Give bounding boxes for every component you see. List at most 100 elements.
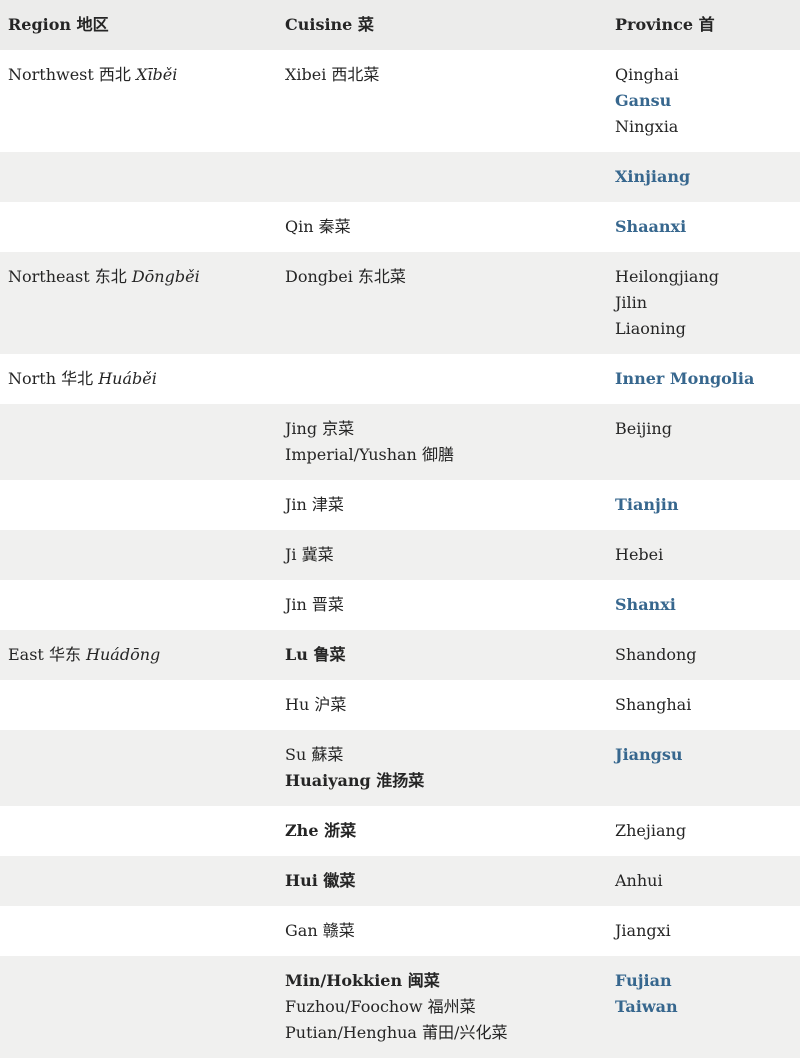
table-row: Gan 赣菜 Jiangxi [0,906,800,956]
region-cell [0,906,277,956]
province-cell: Shanghai [607,680,800,730]
province-link[interactable]: Shanxi [615,595,676,614]
province-cell: Qinghai Gansu Ningxia [607,50,800,152]
province-cell: Zhejiang [607,806,800,856]
province-cell: Jiangsu [607,730,800,806]
province-label: Shandong [615,645,697,664]
column-header-province: Province 首 [615,15,715,34]
cuisine-entry: Lu 鲁菜 [285,645,346,664]
province-cell: Shaanxi [607,202,800,252]
cuisine-cell: Gan 赣菜 [277,906,607,956]
province-line: Xinjiang [615,164,792,190]
province-line: Tianjin [615,492,792,518]
region-label: East 华东 [8,645,87,664]
region-cell [0,580,277,630]
region-cell [0,730,277,806]
province-line: Gansu [615,88,792,114]
table-row: Xinjiang [0,152,800,202]
cuisine-cell: Ji 冀菜 [277,530,607,580]
table-header-row: Region 地区 Cuisine 菜 Province 首 [0,0,800,50]
province-label: Liaoning [615,319,686,338]
region-cell [0,480,277,530]
table-row: Min/Hokkien 闽菜 Fuzhou/Foochow 福州菜 Putian/H… [0,956,800,1058]
province-cell: Hebei [607,530,800,580]
region-cell [0,202,277,252]
province-line: Fujian [615,968,792,994]
province-link[interactable]: Gansu [615,91,672,110]
province-label: Qinghai [615,65,679,84]
province-label: Anhui [615,871,663,890]
region-cell: Northwest 西北 Xīběi [0,50,277,152]
cuisine-entry: Putian/Henghua 莆田/兴化菜 [285,1023,508,1042]
table-row: Hu 沪菜 Shanghai [0,680,800,730]
table-row: Northwest 西北 Xīběi Xibei 西北菜 Qinghai Gansu N… [0,50,800,152]
province-link[interactable]: Xinjiang [615,167,691,186]
cuisine-entry: Qin 秦菜 [285,217,351,236]
province-link[interactable]: Jiangsu [615,745,683,764]
province-label: Heilongjiang [615,267,719,286]
province-line: Taiwan [615,994,792,1020]
region-cell [0,404,277,480]
table-row: Jing 京菜 Imperial/Yushan 御膳 Beijing [0,404,800,480]
region-cell: North 华北 Huáběi [0,354,277,404]
province-link[interactable]: Tianjin [615,495,679,514]
province-cell: Anhui [607,856,800,906]
table-row: North 华北 Huáběi Inner Mongolia [0,354,800,404]
table-row: Ji 冀菜 Hebei [0,530,800,580]
cuisine-entry: Gan 赣菜 [285,921,355,940]
cuisine-cell: Hu 沪菜 [277,680,607,730]
cuisine-cell: Jin 津菜 [277,480,607,530]
cuisine-cell: Min/Hokkien 闽菜 Fuzhou/Foochow 福州菜 Putian/H… [277,956,607,1058]
region-cell [0,152,277,202]
region-cell [0,680,277,730]
province-cell: Inner Mongolia [607,354,800,404]
province-label: Ningxia [615,117,679,136]
province-cell: Heilongjiang Jilin Liaoning [607,252,800,354]
province-cell: Shandong [607,630,800,680]
cuisine-cell: Zhe 浙菜 [277,806,607,856]
province-line: Inner Mongolia [615,366,792,392]
cuisine-entry: Jing 京菜 [285,419,355,438]
table-row: Northeast 东北 Dōngběi Dongbei 东北菜 Heilongji… [0,252,800,354]
cuisine-entry: Huaiyang 淮扬菜 [285,771,425,790]
province-link[interactable]: Taiwan [615,997,678,1016]
cuisine-cell: Lu 鲁菜 [277,630,607,680]
table-body: Northwest 西北 Xīběi Xibei 西北菜 Qinghai Gansu N… [0,50,800,1058]
province-cell: Tianjin [607,480,800,530]
region-cell [0,856,277,906]
cuisine-entry: Jin 津菜 [285,495,344,514]
province-label: Jilin [615,293,648,312]
region-cell: Northeast 东北 Dōngběi [0,252,277,354]
region-cell [0,956,277,1058]
province-link[interactable]: Shaanxi [615,217,687,236]
province-cell: Shanxi [607,580,800,630]
province-line: Shanxi [615,592,792,618]
province-label: Jiangxi [615,921,671,940]
province-label: Hebei [615,545,664,564]
cuisine-cell: Jing 京菜 Imperial/Yushan 御膳 [277,404,607,480]
province-cell: Fujian Taiwan [607,956,800,1058]
cuisine-cell: Su 蘇菜 Huaiyang 淮扬菜 [277,730,607,806]
cuisine-cell: Dongbei 东北菜 [277,252,607,354]
region-cell [0,530,277,580]
table-row: Hui 徽菜 Anhui [0,856,800,906]
column-header-cuisine: Cuisine 菜 [285,15,374,34]
cuisine-cell: Xibei 西北菜 [277,50,607,152]
province-line: Shaanxi [615,214,792,240]
province-label: Beijing [615,419,672,438]
cuisine-entry: Imperial/Yushan 御膳 [285,445,454,464]
province-link[interactable]: Inner Mongolia [615,369,755,388]
province-cell: Beijing [607,404,800,480]
cuisine-entry: Fuzhou/Foochow 福州菜 [285,997,476,1016]
cuisine-entry: Jin 晋菜 [285,595,344,614]
table-row: Su 蘇菜 Huaiyang 淮扬菜 Jiangsu [0,730,800,806]
province-link[interactable]: Fujian [615,971,672,990]
cuisine-entry: Zhe 浙菜 [285,821,357,840]
cuisine-entry: Dongbei 东北菜 [285,267,406,286]
province-cell: Jiangxi [607,906,800,956]
cuisine-cell: Jin 晋菜 [277,580,607,630]
region-label: Northeast 东北 [8,267,132,286]
cuisine-cell: Hui 徽菜 [277,856,607,906]
table-row: Zhe 浙菜 Zhejiang [0,806,800,856]
